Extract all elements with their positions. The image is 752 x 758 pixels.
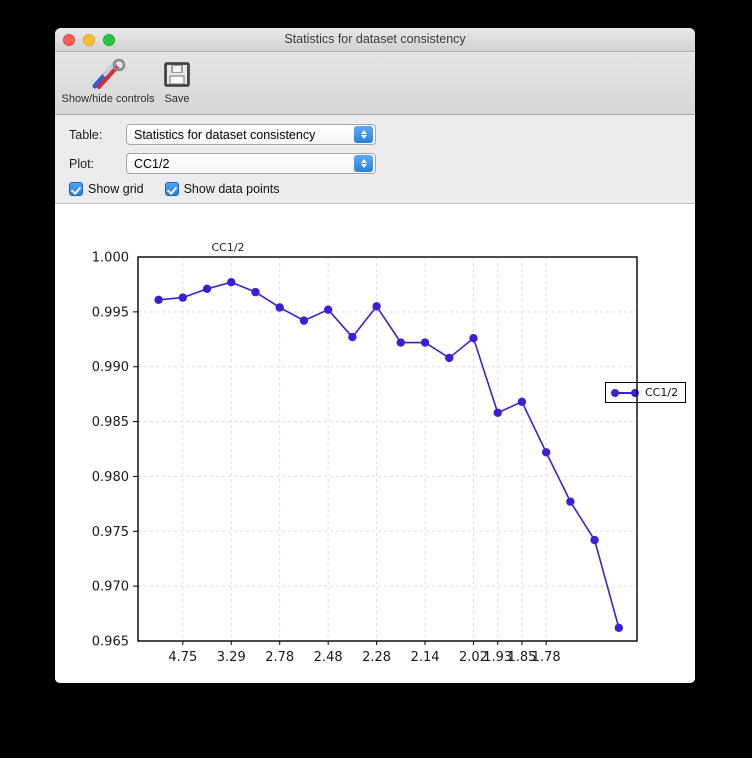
chart-title: CC1/2 (211, 241, 244, 254)
tools-icon (88, 55, 128, 92)
show-hide-controls-label: Show/hide controls (61, 93, 155, 105)
svg-text:0.980: 0.980 (92, 470, 129, 485)
maximize-button[interactable] (103, 34, 115, 46)
controls-panel: Table: Statistics for dataset consistenc… (55, 115, 695, 204)
chevron-up-icon (360, 130, 367, 134)
svg-text:3.29: 3.29 (217, 650, 246, 664)
checkbox-row: Show grid Show data points (69, 182, 695, 196)
svg-text:2.78: 2.78 (265, 650, 294, 664)
svg-text:0.970: 0.970 (92, 580, 129, 595)
show-grid-label: Show grid (88, 182, 144, 196)
chart-legend[interactable]: CC1/2 (605, 382, 687, 403)
svg-text:1.78: 1.78 (532, 650, 561, 664)
axis-ticks (133, 311, 547, 645)
floppy-disk-save-icon (161, 55, 193, 92)
minimize-button[interactable] (83, 34, 95, 46)
svg-text:0.975: 0.975 (92, 525, 129, 540)
x-axis-tick-labels: 4.75 3.29 2.78 2.48 2.28 2.14 2.021.931.851.78 (168, 650, 560, 664)
svg-text:2.14: 2.14 (411, 650, 440, 664)
window-title-bar: Statistics for dataset consistency (55, 28, 695, 52)
plot-select-stepper[interactable] (354, 155, 373, 172)
chart-panel: CC1/2 0.965 0.970 0.975 0.980 0.985 0.990 0.99… (55, 204, 695, 683)
show-grid-checkbox[interactable]: Show grid (69, 182, 144, 196)
svg-text:4.75: 4.75 (168, 650, 197, 664)
chevron-up-icon (360, 159, 367, 163)
plot-label: Plot: (69, 156, 95, 171)
chevron-down-icon (360, 135, 367, 139)
plot-select-value: CC1/2 (134, 156, 170, 171)
svg-text:0.985: 0.985 (92, 415, 129, 430)
show-data-points-label: Show data points (183, 182, 280, 196)
data-series-cc12[interactable] (154, 278, 624, 633)
window-title: Statistics for dataset consistency (284, 32, 466, 46)
table-select-value: Statistics for dataset consistency (134, 127, 316, 142)
svg-text:0.965: 0.965 (92, 635, 129, 650)
svg-text:2.48: 2.48 (314, 650, 343, 664)
svg-text:0.990: 0.990 (92, 360, 129, 375)
save-button[interactable]: Save (151, 55, 203, 105)
checkmark-icon (164, 182, 179, 196)
close-button[interactable] (63, 34, 75, 46)
legend-line-marker-icon (611, 388, 639, 397)
save-label: Save (164, 93, 190, 105)
y-axis-tick-labels: 0.965 0.970 0.975 0.980 0.985 0.990 0.995 1.000 (92, 251, 129, 650)
grid-lines (138, 257, 637, 641)
window-controls (63, 34, 115, 46)
app-window: Statistics for dataset consistency Show/… (55, 28, 695, 683)
table-select-stepper[interactable] (354, 126, 373, 143)
show-data-points-checkbox[interactable]: Show data points (164, 182, 280, 196)
plot-row: Plot: CC1/2 (69, 153, 695, 174)
table-select[interactable]: Statistics for dataset consistency (126, 124, 376, 145)
chart-svg[interactable]: 0.965 0.970 0.975 0.980 0.985 0.990 0.995 1.000… (55, 204, 695, 664)
toolbar: Show/hide controls Save (55, 52, 695, 115)
svg-text:1.000: 1.000 (92, 251, 129, 266)
show-hide-controls-button[interactable]: Show/hide controls (62, 55, 154, 105)
checkmark-icon (69, 182, 83, 196)
chevron-down-icon (360, 164, 367, 168)
svg-text:2.02: 2.02 (459, 650, 488, 664)
svg-text:0.995: 0.995 (92, 305, 129, 320)
table-row: Table: Statistics for dataset consistenc… (69, 124, 695, 145)
legend-entry-label: CC1/2 (645, 386, 679, 399)
plot-select[interactable]: CC1/2 (126, 153, 376, 174)
plot-frame (137, 256, 638, 642)
table-label: Table: (69, 127, 103, 142)
svg-text:1.93: 1.93 (483, 650, 512, 664)
svg-text:1.85: 1.85 (507, 650, 536, 664)
svg-text:2.28: 2.28 (362, 650, 391, 664)
